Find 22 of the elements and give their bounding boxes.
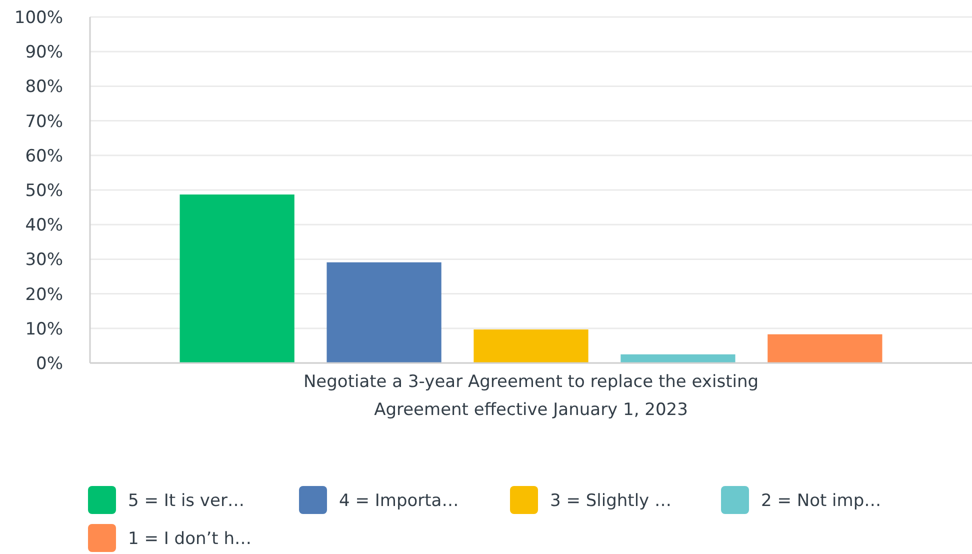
legend-label: 3 = Slightly … <box>550 490 672 511</box>
y-tick-label: 10% <box>25 319 63 340</box>
legend-label: 4 = Importa… <box>339 490 459 511</box>
legend-label: 1 = I don’t h… <box>128 528 252 549</box>
bar <box>768 334 882 363</box>
y-tick-label: 60% <box>25 146 63 166</box>
x-tick-label: Negotiate a 3-year Agreement to replace the existing Agreement effective January 1, 2023 <box>303 372 759 420</box>
bar <box>620 354 736 363</box>
y-tick-label: 40% <box>25 216 63 236</box>
y-tick-label: 0% <box>36 354 63 374</box>
y-tick-label: 30% <box>25 250 63 270</box>
bar <box>474 329 588 363</box>
y-tick-label: 20% <box>25 284 63 305</box>
legend-label: 2 = Not imp… <box>761 490 882 511</box>
y-tick-label: 100% <box>14 8 63 28</box>
bar <box>180 194 294 363</box>
bar <box>326 262 442 363</box>
y-tick-label: 50% <box>25 180 63 201</box>
legend-label: 5 = It is ver… <box>128 490 244 511</box>
y-tick-label: 70% <box>25 112 63 132</box>
y-tick-label: 90% <box>25 42 63 63</box>
y-tick-label: 80% <box>25 77 63 98</box>
